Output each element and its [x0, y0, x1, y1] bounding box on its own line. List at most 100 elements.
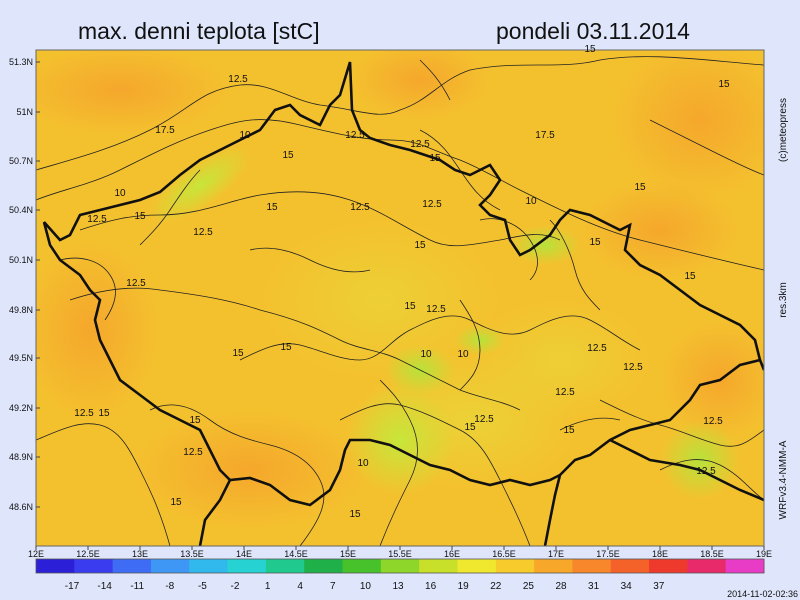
lon-tick-label: 16.5E [492, 549, 516, 559]
lat-tick-label: 51.3N [9, 57, 33, 67]
country-border [43, 61, 762, 546]
colorbar-swatch [610, 559, 650, 573]
contour-value-label: 15 [404, 301, 416, 312]
contour-value-label: 15 [232, 348, 244, 359]
contour-value-label: 15 [563, 425, 575, 436]
colorbar-swatch [112, 559, 152, 573]
model-label: WRFv3.4-NMM-A [778, 440, 789, 519]
contour-value-label: 12.5 [422, 199, 442, 210]
contour-value-label: 12.5 [696, 466, 716, 477]
colorbar-swatch [534, 559, 573, 573]
colorbar-tick-label: 4 [297, 581, 303, 592]
lon-tick-label: 15E [340, 549, 356, 559]
colorbar-tick-label: 10 [360, 581, 372, 592]
colorbar-swatch [227, 559, 267, 573]
lon-tick-label: 18E [652, 549, 668, 559]
lat-tick-label: 49.8N [9, 305, 33, 315]
lon-tick-label: 17E [548, 549, 564, 559]
colorbar-tick-label: 25 [523, 581, 535, 592]
contour-value-label: 12.5 [228, 74, 248, 85]
contour-value-label: 12.5 [555, 387, 575, 398]
contour-value-label: 12.5 [587, 343, 607, 354]
colorbar-tick-label: 7 [330, 581, 336, 592]
colorbar-swatch [572, 559, 612, 573]
resolution-label: res.3km [778, 282, 789, 318]
colorbar-tick-label: 16 [425, 581, 437, 592]
contour-value-label: 12.5 [350, 202, 370, 213]
contour-value-label: 10 [357, 458, 369, 469]
contour-value-label: 17.5 [155, 125, 175, 136]
contour-value-label: 15 [464, 422, 476, 433]
contour-value-label: 15 [266, 202, 278, 213]
colorbar-tick-label: -14 [97, 581, 112, 592]
colorbar-tick-label: -5 [198, 581, 207, 592]
lon-tick-label: 14E [236, 549, 252, 559]
contour-value-label: 15 [170, 497, 182, 508]
lon-tick-label: 17.5E [596, 549, 620, 559]
contour-value-label: 12.5 [345, 130, 365, 141]
colorbar-swatch [380, 559, 420, 573]
contour-value-label: 12.5 [703, 416, 723, 427]
colorbar-swatch [687, 559, 727, 573]
lat-tick-label: 49.5N [9, 353, 33, 363]
contour-value-label: 12.5 [74, 408, 94, 419]
colorbar-swatch [265, 559, 305, 573]
contour-value-label: 17.5 [535, 130, 555, 141]
map-title: max. denni teplota [stC] [78, 18, 320, 44]
lon-tick-label: 13.5E [180, 549, 204, 559]
colorbar-frame [35, 558, 765, 574]
colorbar-tick-label: -17 [65, 581, 80, 592]
colorbar-tick-label: 13 [392, 581, 404, 592]
contour-value-label: 15 [718, 79, 730, 90]
colorbar-tick-label: 1 [265, 581, 271, 592]
contour-value-label: 12.5 [426, 304, 446, 315]
contour-value-label: 12.5 [474, 414, 494, 425]
colorbar [35, 558, 765, 574]
contour-value-label: 15 [684, 271, 696, 282]
colorbar-swatch [725, 559, 765, 573]
contour-value-label: 15 [98, 408, 110, 419]
lon-tick-label: 12E [28, 549, 44, 559]
longitude-axis: 12E 12.5E 13E 13.5E 14E 14.5E 15E 15.5E 16E 16.5E… [28, 546, 772, 559]
contour-value-label: 12.5 [183, 447, 203, 458]
lat-tick-label: 50.7N [9, 156, 33, 166]
temperature-field [36, 50, 764, 546]
contour-value-label: 10 [420, 349, 432, 360]
colorbar-tick-label: -8 [165, 581, 174, 592]
colorbar-tick-label: -11 [130, 581, 144, 592]
lat-tick-label: 50.1N [9, 255, 33, 265]
contour-value-label: 15 [189, 415, 201, 426]
colorbar-swatch [304, 559, 344, 573]
lat-tick-label: 48.9N [9, 452, 33, 462]
lon-tick-label: 12.5E [76, 549, 100, 559]
colorbar-swatch [150, 559, 190, 573]
contour-value-label: 15 [414, 240, 426, 251]
run-timestamp: 2014-11-02-02:36 [727, 589, 798, 599]
colorbar-ticks: -17 -14 -11 -8 -5 -2 1 4 7 10 13 16 19 22 25 28 31 34 37 [65, 581, 665, 592]
lat-tick-label: 49.2N [9, 403, 33, 413]
colorbar-swatch [189, 559, 229, 573]
map-date: pondeli 03.11.2014 [496, 18, 690, 44]
lon-tick-label: 15.5E [388, 549, 412, 559]
contour-value-label: 10 [525, 196, 537, 207]
latitude-axis: 51.3N 51N 50.7N 50.4N 50.1N 49.8N 49.5N 49.2N 48… [9, 57, 40, 512]
colorbar-swatch [36, 559, 75, 573]
contour-value-label: 10 [239, 130, 251, 141]
colorbar-tick-label: 22 [490, 581, 502, 592]
lat-tick-label: 51N [16, 107, 33, 117]
lon-tick-label: 19E [756, 549, 772, 559]
colorbar-tick-label: 28 [555, 581, 567, 592]
colorbar-swatch [419, 559, 458, 573]
colorbar-tick-label: 31 [588, 581, 600, 592]
contour-value-label: 12.5 [193, 227, 213, 238]
contour-value-label: 10 [114, 188, 126, 199]
lat-tick-label: 50.4N [9, 205, 33, 215]
contour-value-label: 15 [282, 150, 294, 161]
contour-value-label: 12.5 [623, 362, 643, 373]
colorbar-tick-label: 19 [458, 581, 470, 592]
contour-value-label: 12.5 [410, 139, 430, 150]
lon-tick-label: 14.5E [284, 549, 308, 559]
contour-value-label: 15 [134, 211, 146, 222]
